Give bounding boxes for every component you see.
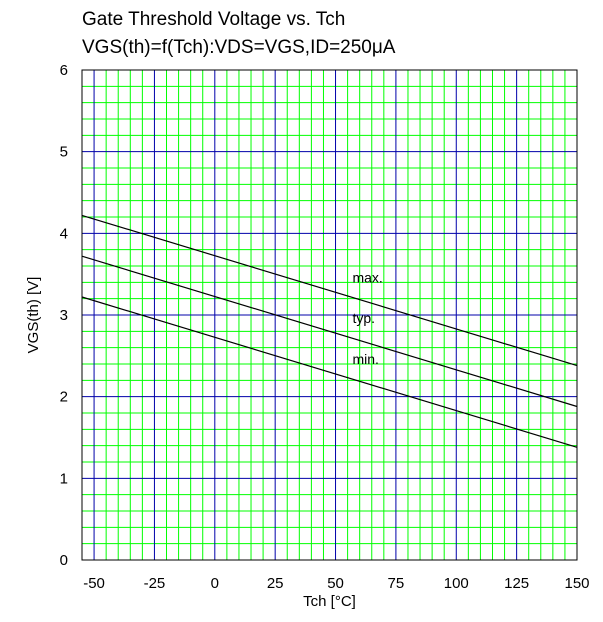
series-line-min	[81, 296, 578, 448]
y-tick-label: 3	[60, 307, 68, 324]
x-tick-label: -25	[144, 575, 166, 592]
y-tick-label: 6	[60, 62, 68, 79]
chart-subtitle: VGS(th)=f(Tch):VDS=VGS,ID=250μA	[82, 37, 396, 58]
chart-title: Gate Threshold Voltage vs. Tch	[82, 9, 346, 30]
x-tick-label: -50	[83, 575, 105, 592]
y-axis-label: VGS(th) [V]	[25, 277, 42, 354]
x-tick-label: 0	[211, 575, 219, 592]
plot-frame	[81, 69, 578, 561]
x-axis-label: Tch [°C]	[303, 593, 356, 610]
series-lines	[81, 214, 578, 448]
y-tick-label: 1	[60, 470, 68, 487]
series-line-max	[81, 214, 578, 367]
series-label: typ.	[352, 310, 375, 326]
x-tick-label: 50	[327, 575, 344, 592]
y-tick-labels: 0 1 2 3 4 5 6	[60, 62, 68, 569]
x-tick-label: 25	[267, 575, 284, 592]
series-label: max.	[352, 269, 382, 285]
x-tick-label: 125	[504, 575, 529, 592]
x-tick-label: 75	[388, 575, 405, 592]
x-tick-label: 150	[564, 575, 589, 592]
x-tick-labels: -50 -25 0 25 50 75 100 125 150	[83, 575, 589, 592]
x-tick-label: 100	[444, 575, 469, 592]
y-tick-label: 4	[60, 225, 68, 242]
y-tick-label: 5	[60, 144, 68, 161]
grid	[82, 69, 578, 561]
series-labels: max. typ. min.	[352, 269, 382, 367]
series-line-typ	[81, 255, 578, 408]
series-label: min.	[352, 351, 378, 367]
y-tick-label: 0	[60, 552, 68, 569]
y-tick-label: 2	[60, 389, 68, 406]
